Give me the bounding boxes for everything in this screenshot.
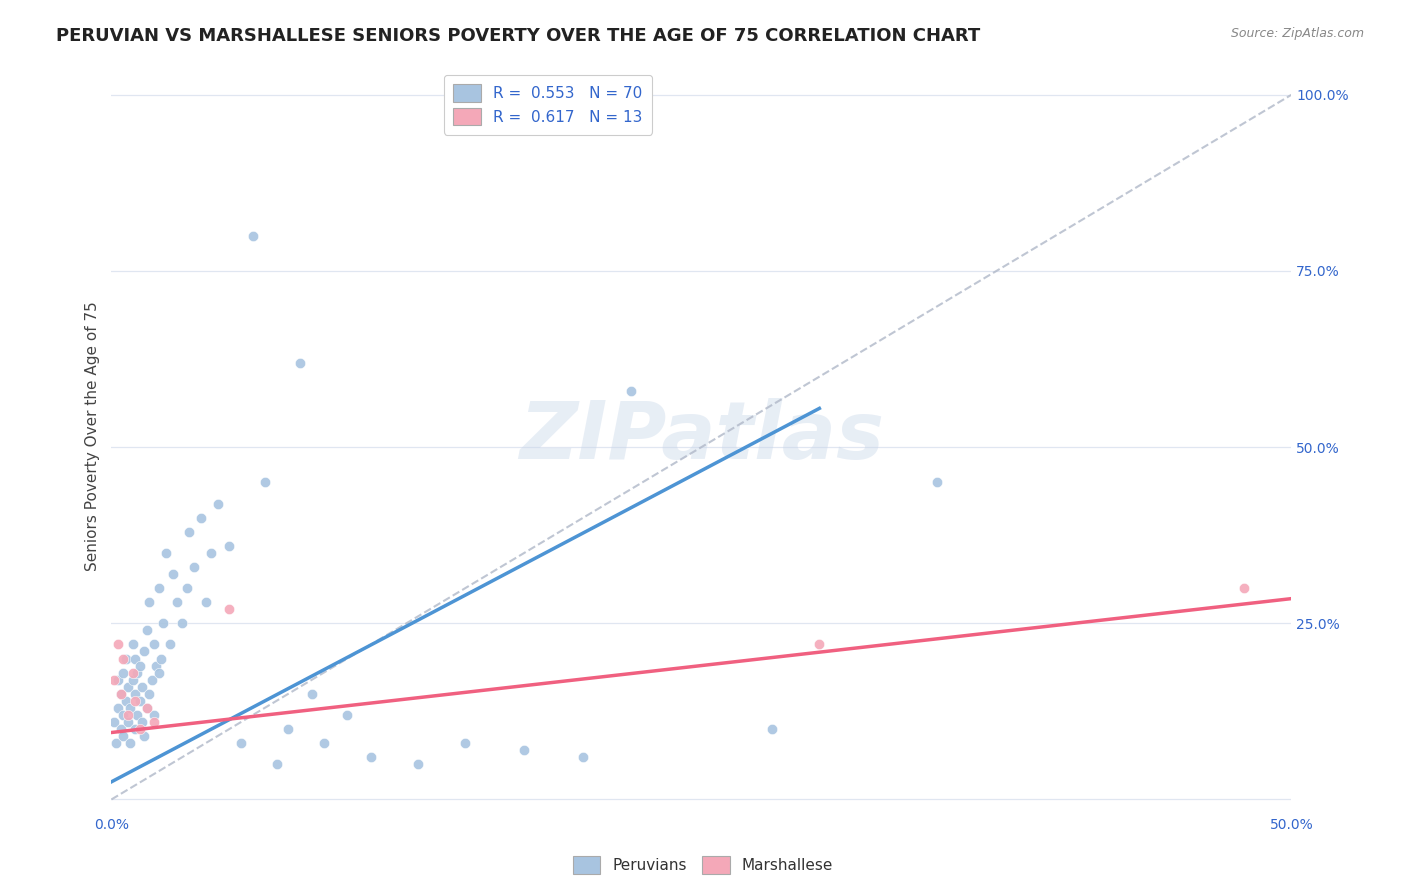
- Point: [927, 475, 949, 490]
- Point: [179, 524, 201, 539]
- Point: [128, 658, 150, 673]
- Point: [513, 743, 536, 757]
- Point: [117, 714, 139, 729]
- Point: [114, 651, 136, 665]
- Point: [253, 475, 276, 490]
- Point: [360, 750, 382, 764]
- Point: [117, 680, 139, 694]
- Legend: R =  0.553   N = 70, R =  0.617   N = 13: R = 0.553 N = 70, R = 0.617 N = 13: [444, 75, 652, 135]
- Point: [266, 757, 288, 772]
- Point: [121, 637, 143, 651]
- Point: [103, 673, 125, 687]
- Point: [200, 546, 222, 560]
- Point: [127, 665, 149, 680]
- Point: [155, 546, 177, 560]
- Point: [107, 637, 129, 651]
- Point: [152, 616, 174, 631]
- Point: [572, 750, 595, 764]
- Point: [242, 228, 264, 243]
- Point: [145, 658, 167, 673]
- Point: [112, 651, 135, 665]
- Point: [761, 722, 783, 736]
- Point: [172, 616, 194, 631]
- Point: [131, 714, 153, 729]
- Point: [138, 687, 160, 701]
- Point: [148, 665, 170, 680]
- Point: [1233, 581, 1256, 595]
- Point: [301, 687, 323, 701]
- Point: [131, 680, 153, 694]
- Point: [141, 673, 163, 687]
- Point: [142, 714, 165, 729]
- Point: [110, 687, 132, 701]
- Point: [231, 736, 253, 750]
- Point: [124, 687, 146, 701]
- Point: [277, 722, 299, 736]
- Point: [127, 707, 149, 722]
- Point: [103, 714, 125, 729]
- Point: [159, 637, 181, 651]
- Legend: Peruvians, Marshallese: Peruvians, Marshallese: [567, 850, 839, 880]
- Point: [124, 722, 146, 736]
- Point: [166, 595, 188, 609]
- Point: [128, 694, 150, 708]
- Point: [176, 581, 198, 595]
- Text: Source: ZipAtlas.com: Source: ZipAtlas.com: [1230, 27, 1364, 40]
- Point: [112, 665, 135, 680]
- Point: [124, 651, 146, 665]
- Y-axis label: Seniors Poverty Over the Age of 75: Seniors Poverty Over the Age of 75: [86, 301, 100, 572]
- Point: [190, 510, 212, 524]
- Point: [808, 637, 831, 651]
- Text: PERUVIAN VS MARSHALLESE SENIORS POVERTY OVER THE AGE OF 75 CORRELATION CHART: PERUVIAN VS MARSHALLESE SENIORS POVERTY …: [56, 27, 980, 45]
- Point: [142, 707, 165, 722]
- Point: [142, 637, 165, 651]
- Point: [107, 701, 129, 715]
- Point: [312, 736, 335, 750]
- Point: [121, 665, 143, 680]
- Point: [290, 355, 312, 369]
- Point: [135, 701, 157, 715]
- Point: [138, 595, 160, 609]
- Point: [194, 595, 217, 609]
- Point: [148, 581, 170, 595]
- Point: [120, 736, 142, 750]
- Point: [149, 651, 172, 665]
- Point: [107, 673, 129, 687]
- Point: [120, 701, 142, 715]
- Text: ZIPatlas: ZIPatlas: [519, 398, 884, 475]
- Point: [336, 707, 359, 722]
- Point: [619, 384, 641, 398]
- Point: [183, 560, 205, 574]
- Point: [114, 694, 136, 708]
- Point: [135, 701, 157, 715]
- Point: [406, 757, 429, 772]
- Point: [454, 736, 477, 750]
- Point: [134, 644, 156, 658]
- Point: [112, 707, 135, 722]
- Point: [218, 602, 240, 616]
- Point: [110, 722, 132, 736]
- Point: [105, 736, 128, 750]
- Point: [117, 707, 139, 722]
- Point: [134, 729, 156, 743]
- Point: [207, 496, 229, 510]
- Point: [112, 729, 135, 743]
- Point: [121, 673, 143, 687]
- Point: [110, 687, 132, 701]
- Point: [162, 566, 184, 581]
- Point: [135, 624, 157, 638]
- Point: [218, 539, 240, 553]
- Point: [128, 722, 150, 736]
- Point: [124, 694, 146, 708]
